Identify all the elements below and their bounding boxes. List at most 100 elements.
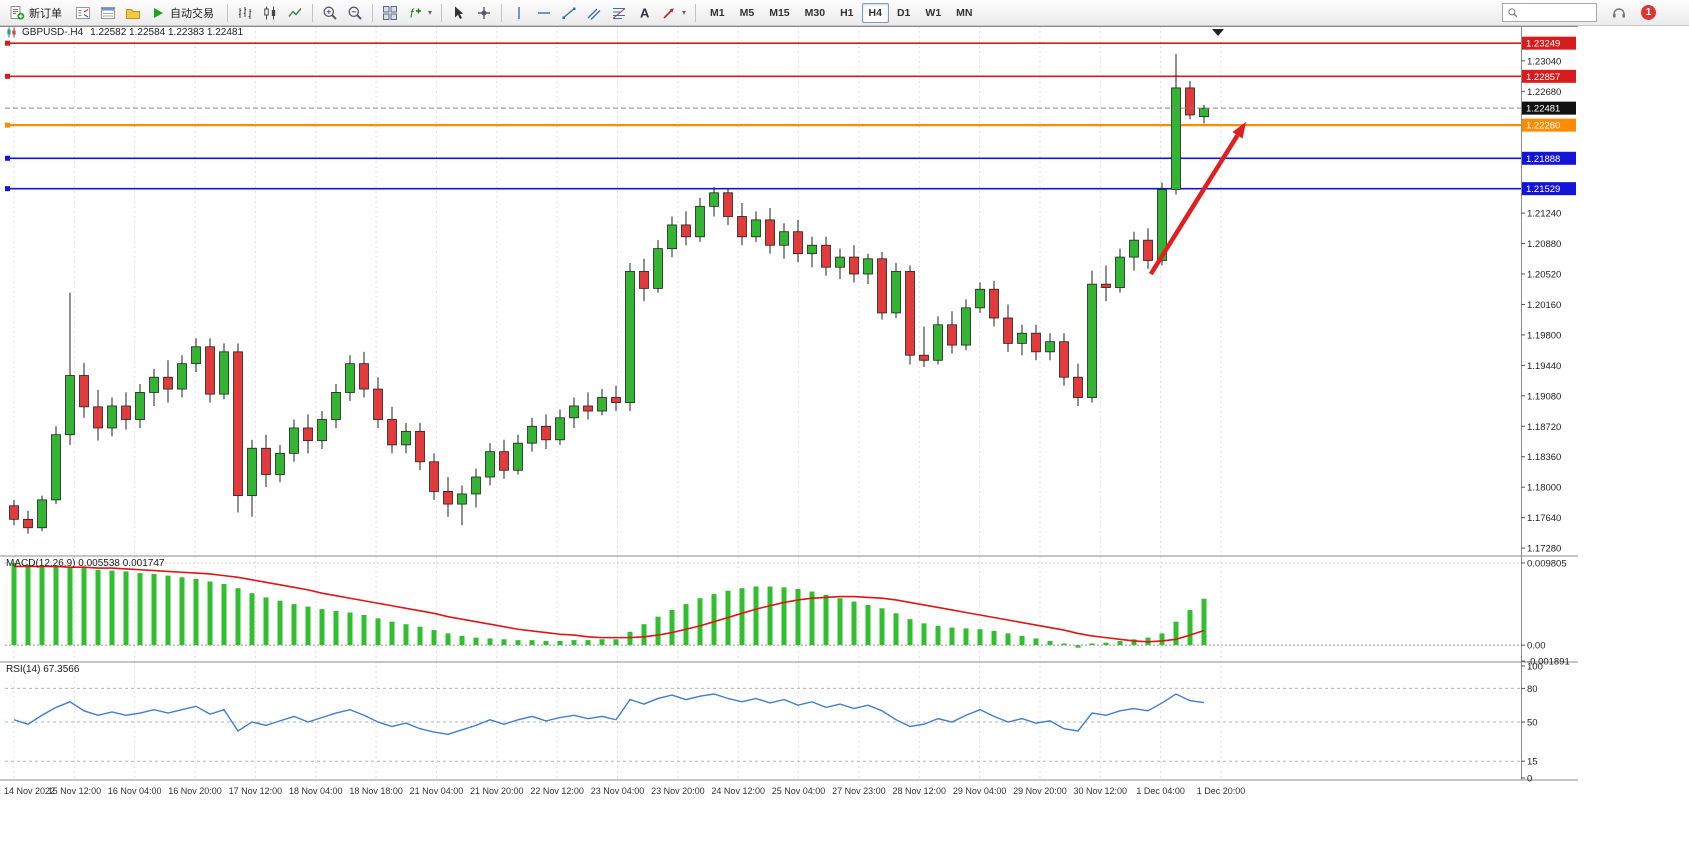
candle — [1073, 376, 1083, 398]
line-chart-button[interactable] — [283, 2, 307, 24]
level-handle[interactable] — [5, 73, 10, 79]
toolbar-separator — [312, 3, 313, 22]
zoom-out-icon — [348, 6, 362, 20]
candlestick-chart-button[interactable] — [258, 2, 282, 24]
arrows-tool-button[interactable] — [657, 2, 690, 24]
toolbar-separator — [441, 3, 443, 22]
symbol-search-box[interactable] — [1502, 3, 1597, 22]
horizontal-line-button[interactable] — [532, 2, 556, 24]
horizontal-level-lines[interactable] — [5, 40, 1521, 192]
crosshair-button[interactable] — [472, 2, 496, 24]
candle — [191, 346, 201, 365]
vertical-line-button[interactable] — [507, 2, 531, 24]
toolbar-right-cluster: 1 — [1502, 2, 1684, 24]
toolbar: 新订单 自动交易 f — [0, 0, 1689, 26]
headset-icon — [1613, 7, 1625, 18]
macd-histogram-bar — [1005, 633, 1011, 646]
trend-arrow-annotation[interactable] — [1148, 121, 1246, 276]
chart-window[interactable]: 1.23040 1.22680 1.21240 1.20880 1.20520 1.201… — [0, 26, 1689, 862]
candle — [1171, 87, 1181, 190]
macd-histogram-bar — [669, 609, 675, 646]
timeframe-D1[interactable]: D1 — [890, 3, 917, 23]
notification-badge[interactable]: 1 — [1641, 5, 1656, 20]
macd-histogram-bar — [795, 589, 801, 646]
candle — [163, 376, 173, 390]
time-axis-label: 15 Nov 12:00 — [48, 786, 102, 796]
candle — [653, 248, 663, 289]
candle — [569, 405, 579, 419]
time-gridlines — [13, 26, 1222, 780]
candle — [219, 351, 229, 395]
auto-trading-button[interactable]: 自动交易 — [146, 2, 222, 24]
candle — [359, 363, 369, 390]
price-chart-canvas[interactable]: 1.23040 1.22680 1.21240 1.20880 1.20520 1.201… — [0, 26, 1689, 862]
zoom-in-button[interactable] — [318, 2, 342, 24]
level-handle[interactable] — [5, 122, 10, 128]
navigator-button[interactable] — [121, 2, 145, 24]
macd-histogram-bar — [1089, 643, 1095, 646]
data-window-button[interactable] — [96, 2, 120, 24]
price-axis-label: 1.18360 — [1527, 452, 1561, 463]
macd-histogram-bar — [683, 604, 689, 646]
candle — [961, 307, 971, 346]
macd-histogram-bar — [1103, 642, 1109, 646]
channel-icon — [587, 8, 601, 20]
timeframe-H4[interactable]: H4 — [861, 2, 889, 23]
fibonacci-button[interactable] — [607, 2, 631, 24]
macd-histogram-bar — [123, 571, 129, 646]
cursor-button[interactable] — [447, 2, 471, 24]
trendline-button[interactable] — [557, 2, 581, 24]
macd-axis-label: 0.00 — [1527, 641, 1546, 652]
search-input[interactable] — [1522, 5, 1592, 20]
candle — [51, 434, 61, 501]
text-label-button[interactable]: A — [632, 2, 656, 24]
candle — [541, 425, 551, 441]
level-handle[interactable] — [5, 40, 10, 46]
level-handle[interactable] — [5, 186, 10, 192]
bar-chart-icon — [238, 6, 252, 19]
price-axis-label: 1.19440 — [1527, 361, 1561, 372]
shift-marker[interactable] — [1212, 29, 1224, 36]
candle — [457, 493, 467, 505]
time-axis-label: 23 Nov 04:00 — [591, 786, 645, 796]
candle — [149, 376, 159, 393]
zoom-out-button[interactable] — [343, 2, 367, 24]
candle — [779, 231, 789, 246]
level-handle[interactable] — [5, 155, 10, 161]
tile-windows-button[interactable] — [378, 2, 402, 24]
candle — [261, 447, 271, 475]
data-window-icon — [101, 6, 115, 19]
timeframe-M30[interactable]: M30 — [798, 3, 832, 23]
timeframe-M1[interactable]: M1 — [703, 3, 732, 23]
new-order-button[interactable]: 新订单 — [5, 2, 70, 24]
candle — [933, 324, 943, 361]
macd-histogram-bar — [739, 588, 745, 646]
svg-text:1.22857: 1.22857 — [1526, 72, 1560, 83]
timeframe-MN[interactable]: MN — [949, 3, 979, 23]
time-axis-label: 29 Nov 20:00 — [1013, 786, 1067, 796]
indicators-button[interactable]: f — [403, 2, 436, 24]
price-axis-label: 1.18720 — [1527, 422, 1561, 433]
macd-histogram-bar — [697, 598, 703, 646]
channel-button[interactable] — [582, 2, 606, 24]
navigator-icon — [126, 8, 140, 19]
support-button[interactable] — [1607, 2, 1631, 24]
candle — [65, 375, 75, 436]
timeframe-M5[interactable]: M5 — [733, 3, 762, 23]
timeframe-H1[interactable]: H1 — [833, 3, 860, 23]
price-tag: 1.21529 — [1522, 182, 1576, 196]
macd-histogram-bar — [921, 623, 927, 646]
candle — [1143, 239, 1153, 261]
timeframe-W1[interactable]: W1 — [918, 3, 948, 23]
svg-text:1.23249: 1.23249 — [1526, 39, 1560, 50]
market-watch-button[interactable] — [71, 2, 95, 24]
rsi-panel — [5, 687, 1521, 762]
time-axis-label: 18 Nov 18:00 — [349, 786, 403, 796]
price-scale[interactable]: 1.23040 1.22680 1.21240 1.20880 1.20520 1.201… — [1521, 36, 1576, 555]
timeframe-M15[interactable]: M15 — [762, 3, 796, 23]
macd-histogram-bar — [655, 616, 661, 646]
bar-chart-button[interactable] — [233, 2, 257, 24]
rsi-line — [13, 693, 1205, 736]
candle — [205, 346, 215, 395]
